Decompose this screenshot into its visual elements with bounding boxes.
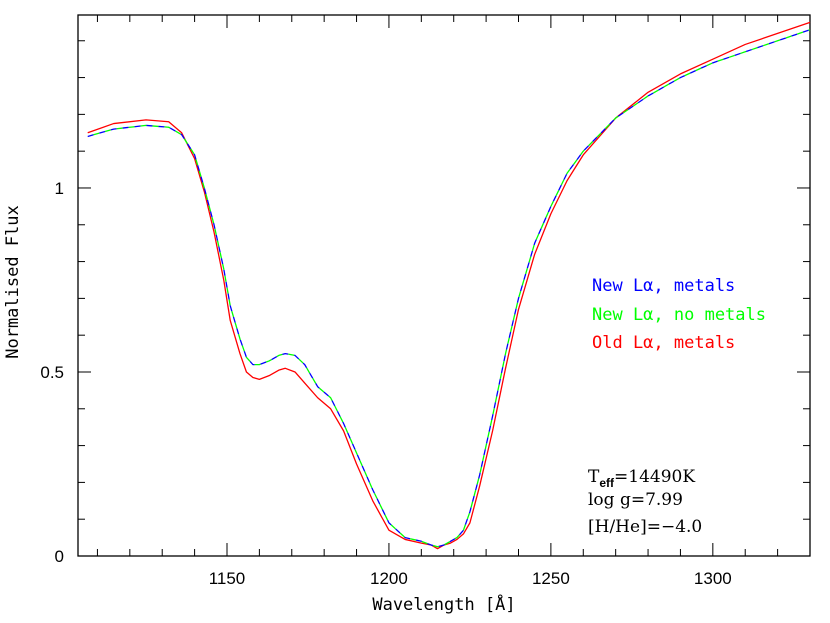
legend-entry-new-metals: New Lα, metals [592,276,735,296]
teff-annotation: Teff=14490K [588,467,695,490]
y-axis-label: Normalised Flux [3,205,23,359]
y-tick-label: 1 [55,179,64,198]
teff-subscript: eff [599,476,615,490]
series-line-new-metals [87,29,811,548]
x-tick-label: 1250 [532,569,570,588]
hhe-annotation: [H/He]=−4.0 [588,517,702,537]
axis-ticks [78,15,811,557]
x-tick-label: 1300 [694,569,732,588]
parameters-annotation: Teff=14490K log g=7.99 [H/He]=−4.0 [588,467,702,537]
series-layer [87,21,811,550]
series-line-new-no-metals [87,29,811,548]
teff-prefix: T [588,467,600,487]
x-axis-label: Wavelength [Å] [372,593,515,615]
legend-entry-new-no-metals: New Lα, no metals [592,305,766,325]
series-line-old-metals [87,21,811,550]
legend: New Lα, metals New Lα, no metals Old Lα,… [592,276,766,353]
teff-value: =14490K [614,467,695,487]
y-tick-label: 0.5 [40,363,64,382]
x-tick-label: 1200 [370,569,408,588]
tick-labels: 1150 1200 1250 1300 0 0.5 1 [40,179,731,588]
legend-entry-old-metals: Old Lα, metals [592,333,735,353]
y-tick-label: 0 [55,547,64,566]
plot-frame [77,14,811,557]
x-tick-label: 1150 [209,569,246,588]
logg-annotation: log g=7.99 [588,490,683,510]
